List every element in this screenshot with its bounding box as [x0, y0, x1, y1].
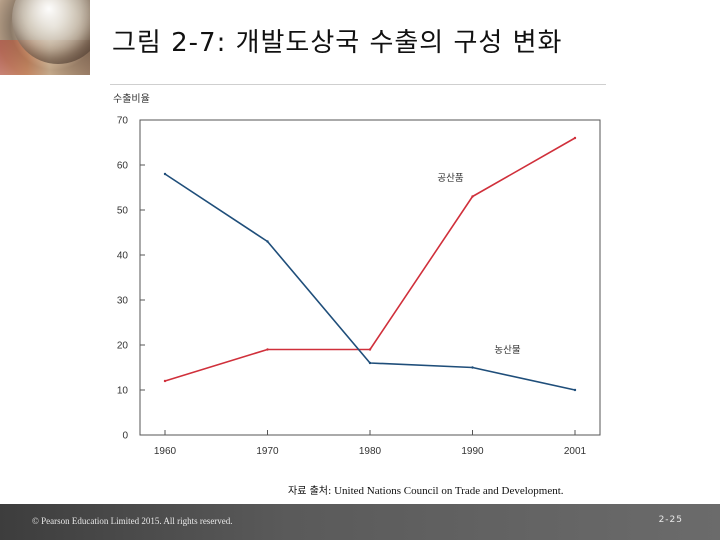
source-text: United Nations Council on Trade and Deve…	[331, 485, 564, 497]
series-line-농산물	[164, 173, 576, 391]
y-tick-label: 30	[117, 296, 129, 307]
x-tick-label: 1990	[461, 446, 484, 457]
source-note: 자료 출처: United Nations Council on Trade a…	[288, 482, 564, 497]
source-prefix: 자료 출처:	[288, 486, 332, 497]
y-tick-label: 0	[122, 431, 128, 442]
series-label: 농산물	[494, 345, 520, 356]
y-tick-label: 40	[117, 251, 129, 262]
title-divider	[110, 84, 606, 85]
data-point	[266, 240, 269, 243]
data-point	[163, 172, 167, 176]
data-point	[266, 348, 269, 351]
y-tick-label: 50	[117, 206, 129, 217]
y-tick-label: 10	[117, 386, 129, 397]
plot-frame	[139, 119, 601, 436]
slide-title: 그림 2-7: 개발도상국 수출의 구성 변화	[112, 28, 563, 58]
y-tick-label: 60	[117, 161, 129, 172]
copyright-notice: © Pearson Education Limited 2015. All ri…	[32, 516, 233, 526]
globe-photo	[0, 0, 90, 75]
data-point	[163, 379, 167, 383]
data-point	[573, 136, 577, 140]
x-tick-label: 2001	[564, 446, 587, 457]
page-number: 2-25	[658, 515, 683, 525]
x-tick-label: 1980	[359, 446, 382, 457]
line-chart: 수출비율 0 10 20 30 40 50 60 70 1960 1970 1980 1990 2001…	[113, 93, 601, 457]
data-point	[573, 388, 577, 392]
data-point	[368, 348, 372, 351]
data-point	[471, 195, 474, 198]
y-tick-label: 20	[117, 341, 129, 352]
y-axis-title: 수출비율	[113, 93, 150, 105]
footer-bar: © Pearson Education Limited 2015. All ri…	[0, 504, 720, 540]
x-tick-label: 1970	[256, 446, 279, 457]
series-label: 공산품	[437, 173, 463, 184]
x-tick-label: 1960	[154, 446, 177, 457]
y-tick-label: 70	[117, 116, 129, 127]
data-point	[471, 366, 474, 369]
data-point	[368, 361, 372, 365]
